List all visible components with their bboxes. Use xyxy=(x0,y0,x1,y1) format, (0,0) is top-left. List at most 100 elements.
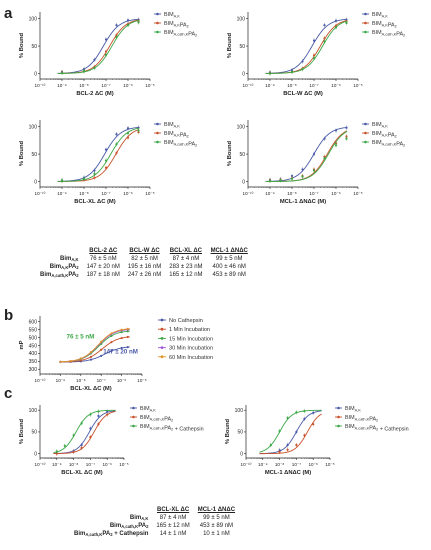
data-point xyxy=(323,157,326,160)
data-point xyxy=(100,348,103,351)
legend-label-subscript: A,cath,K xyxy=(355,425,370,430)
x-tick-label: 10⁻⁵ xyxy=(353,83,363,88)
table-c-header: BCL-XL ΔC xyxy=(156,507,190,514)
legend-label-subscript: A,cath,K xyxy=(355,416,370,421)
y-axis-label: % Bound xyxy=(225,418,231,444)
panel-letter-c: c xyxy=(4,385,12,402)
x-tick-label: 10⁻¹⁰ xyxy=(35,191,46,196)
data-point xyxy=(93,58,96,61)
x-tick-label: 10⁻⁶ xyxy=(331,83,341,88)
legend-label: 30 Min Incubation xyxy=(169,346,213,352)
data-point xyxy=(126,327,129,330)
legend-label-part: PA xyxy=(188,141,195,147)
data-point xyxy=(312,39,316,42)
x-tick-label: 10⁻⁹ xyxy=(57,83,67,88)
y-axis-label: % Bound xyxy=(19,140,25,166)
series-line xyxy=(53,410,116,454)
legend-label-subscript: A,cath,K xyxy=(174,31,189,36)
legend-swatch-marker xyxy=(364,131,367,135)
data-point xyxy=(295,430,298,434)
data-point xyxy=(80,443,83,447)
legend-label-subscript: A,K xyxy=(382,13,389,18)
data-point xyxy=(290,177,294,180)
data-point xyxy=(334,26,338,29)
series-line xyxy=(259,413,322,455)
legend-label-part: PA xyxy=(369,416,376,422)
legend-label: 60 Min Incubation xyxy=(169,355,213,361)
table-cell: 195 ± 16 nM xyxy=(127,264,162,271)
legend-label-part: BIM xyxy=(345,424,355,430)
x-tick-label: 10⁻⁸ xyxy=(76,378,86,383)
x-tick-label: 10⁻⁵ xyxy=(119,462,129,467)
table-cell: 82 ± 5 nM xyxy=(131,256,158,263)
table-cell: 453 ± 89 nM xyxy=(199,523,234,530)
table-cell: 165 ± 12 nM xyxy=(169,272,203,279)
legend-label-part: PA xyxy=(396,141,403,147)
chart-bclxl: 0 50 100 10⁻¹⁰ 10⁻⁹ 10⁻⁸ 10⁻⁷ 10⁻⁶ 10⁻⁵ BCL-XL ΔC… xyxy=(19,120,197,205)
legend-label-subscript: 2 xyxy=(187,134,189,139)
y-axis-label: % Bound xyxy=(19,32,25,58)
data-point xyxy=(334,129,338,132)
data-point xyxy=(278,450,281,454)
legend-label-part: PA xyxy=(396,31,403,37)
x-tick-label: 10⁻⁶ xyxy=(102,462,112,467)
data-point xyxy=(345,137,348,140)
legend-label-subscript: 2 xyxy=(403,33,405,38)
x-tick-label: 10⁻⁵ xyxy=(325,462,335,467)
table-cell: 76 ± 5 nM xyxy=(89,256,117,263)
legend-swatch-marker xyxy=(156,12,159,16)
legend-label-subscript: 2 xyxy=(395,24,397,29)
legend-label: BIMA,KPA2 xyxy=(372,21,397,29)
data-point xyxy=(104,50,108,53)
data-point xyxy=(60,71,64,75)
x-axis-label: BCL-XL ΔC (M) xyxy=(70,386,111,392)
x-tick-label: 10⁻⁷ xyxy=(101,191,111,196)
legend-label-part: PA xyxy=(369,425,376,431)
table-c-corner xyxy=(70,507,152,515)
x-axis-label: MCL-1 ΔNΔC (M) xyxy=(265,470,311,476)
chart-mcl1: 0 50 100 10⁻¹⁰ 10⁻⁹ 10⁻⁸ 10⁻⁷ 10⁻⁶ 10⁻⁵ MCL-1 ΔNΔ… xyxy=(227,120,405,205)
legend-label: BIMA,K xyxy=(140,406,156,412)
legend-label: No Cathepsin xyxy=(169,318,203,324)
legend-swatch-marker xyxy=(132,406,135,410)
data-point xyxy=(80,422,83,425)
data-point xyxy=(93,176,96,179)
legend-label: BIMA,cath,KPA2 xyxy=(140,415,173,423)
legend-swatch-marker xyxy=(156,21,159,25)
series-line xyxy=(265,131,348,182)
legend-label-part: BIM xyxy=(140,406,150,412)
x-tick-label: 10⁻⁹ xyxy=(56,378,66,383)
legend-label-part: BIM xyxy=(164,122,174,128)
y-tick-label: 100 xyxy=(237,124,246,130)
legend-label: BIMA,cath,KPA2 + Cathepsin xyxy=(140,424,204,433)
table-a-header-row: BCL-2 ΔC BCL-W ΔC BCL-XL ΔC MCL-1 ΔNΔC xyxy=(36,248,252,256)
x-tick-label: 10⁻⁶ xyxy=(308,462,318,467)
legend-label-part: BIM xyxy=(140,424,150,430)
x-tick-label: 10⁻⁸ xyxy=(287,191,297,196)
legend-label-part: BIM xyxy=(372,12,382,18)
table-cell: 99 ± 5 nM xyxy=(215,256,243,263)
series-line xyxy=(57,18,140,74)
series-line xyxy=(265,130,348,182)
legend-label-part: BIM xyxy=(372,131,382,137)
data-point xyxy=(345,21,348,25)
legend-swatch-marker xyxy=(160,327,164,331)
data-point xyxy=(286,443,289,447)
data-point xyxy=(295,411,298,414)
data-point xyxy=(89,350,93,354)
legend-label-subscript: 2 xyxy=(171,418,173,423)
legend-label-part: BIM xyxy=(372,122,382,128)
legend-label-part: PA xyxy=(164,425,171,431)
y-tick-label: 100 xyxy=(237,16,246,22)
legend-label-subscript: 2 xyxy=(195,143,197,148)
legend-label-part: PA xyxy=(180,22,187,28)
legend-label-part: PA xyxy=(164,416,171,422)
data-point xyxy=(126,346,129,349)
table-cell: 87 ± 4 nM xyxy=(172,256,200,263)
data-point xyxy=(334,144,338,147)
x-tick-label: 10⁻¹⁰ xyxy=(243,83,254,88)
legend-label: 1 Min Incubation xyxy=(169,327,210,333)
data-point xyxy=(334,19,338,22)
data-point xyxy=(126,127,130,130)
